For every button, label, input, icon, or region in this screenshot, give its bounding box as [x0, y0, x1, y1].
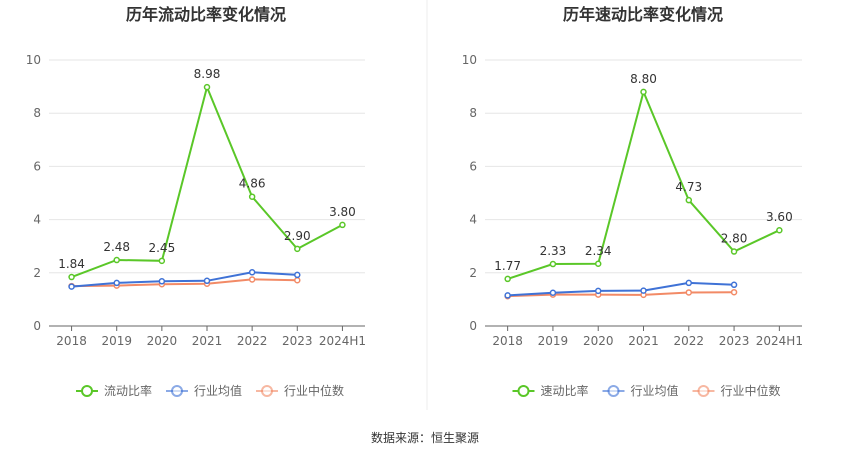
- data-point[interactable]: [685, 289, 693, 296]
- y-tick-label: 0: [469, 319, 477, 333]
- chart-title: 历年速动比率变化情况: [563, 5, 723, 24]
- y-tick-label: 10: [462, 53, 477, 67]
- legend-marker: [171, 385, 183, 397]
- y-tick-label: 6: [33, 159, 41, 173]
- x-tick-label: 2023: [282, 334, 313, 348]
- data-point[interactable]: [248, 193, 256, 200]
- legend-marker: [607, 385, 620, 397]
- y-tick-label: 2: [33, 266, 41, 280]
- data-point[interactable]: [203, 277, 211, 285]
- data-point[interactable]: [294, 271, 301, 279]
- x-tick-label: 2020: [147, 334, 178, 348]
- y-tick-label: 10: [26, 53, 41, 67]
- data-label: 3.60: [766, 210, 793, 224]
- y-tick-label: 8: [469, 106, 477, 120]
- data-point[interactable]: [640, 88, 647, 96]
- legend-item[interactable]: 行业中位数: [692, 383, 781, 398]
- x-tick-label: 2023: [719, 334, 750, 348]
- legend-item[interactable]: 流动比率: [76, 383, 152, 398]
- x-tick-label: 2019: [538, 334, 569, 348]
- data-point[interactable]: [294, 276, 301, 284]
- x-tick-label: 2021: [628, 334, 659, 348]
- data-label: 2.34: [585, 244, 612, 258]
- data-point[interactable]: [685, 279, 693, 287]
- data-point[interactable]: [730, 248, 738, 255]
- legend-item[interactable]: 行业均值: [602, 383, 679, 398]
- data-point[interactable]: [640, 287, 647, 294]
- legend-marker: [517, 385, 530, 397]
- x-tick-label: 2021: [192, 334, 223, 348]
- chart-title: 历年流动比率变化情况: [126, 5, 286, 24]
- legend-item[interactable]: 速动比率: [512, 383, 589, 398]
- y-tick-label: 6: [469, 159, 477, 173]
- legend-marker: [261, 385, 273, 397]
- data-point[interactable]: [730, 281, 738, 289]
- legend-label: 速动比率: [541, 383, 589, 398]
- data-label: 1.84: [58, 257, 85, 271]
- data-point[interactable]: [549, 260, 557, 268]
- data-point[interactable]: [113, 279, 120, 287]
- y-tick-label: 8: [33, 106, 41, 120]
- data-point[interactable]: [594, 260, 602, 268]
- legend-label: 行业均值: [631, 383, 679, 398]
- data-point[interactable]: [248, 269, 256, 276]
- series-line: [71, 271, 298, 288]
- legend-label: 行业中位数: [284, 383, 344, 398]
- y-tick-label: 4: [469, 213, 477, 227]
- data-point[interactable]: [504, 275, 511, 283]
- y-tick-label: 2: [469, 266, 477, 280]
- data-label: 4.86: [239, 177, 266, 191]
- data-point[interactable]: [549, 289, 557, 296]
- data-label: 2.90: [284, 229, 311, 243]
- data-label: 8.98: [194, 67, 221, 81]
- data-point[interactable]: [776, 226, 783, 234]
- legend-label: 流动比率: [104, 383, 152, 398]
- legend-label: 行业均值: [194, 383, 242, 398]
- data-label: 1.77: [494, 259, 521, 273]
- x-tick-label: 2022: [674, 334, 705, 348]
- data-point[interactable]: [158, 278, 166, 285]
- legend-label: 行业中位数: [721, 383, 781, 398]
- x-tick-label: 2019: [101, 334, 132, 348]
- data-point[interactable]: [730, 288, 738, 296]
- data-source-label: 数据来源：恒生聚源: [371, 430, 479, 445]
- x-tick-label: 2024H1: [319, 334, 366, 348]
- x-tick-label: 2022: [237, 334, 268, 348]
- x-tick-label: 2018: [492, 334, 523, 348]
- x-tick-label: 2018: [56, 334, 87, 348]
- data-point[interactable]: [248, 276, 256, 283]
- chart-1: 历年流动比率变化情况 0 2 4 6 8 10 2018 2019 2020 2021 2022 202…: [26, 5, 366, 398]
- data-point[interactable]: [68, 283, 75, 290]
- data-label: 2.48: [103, 240, 130, 254]
- series-line: [71, 278, 298, 288]
- data-label: 2.80: [721, 232, 748, 246]
- data-point[interactable]: [504, 292, 511, 299]
- legend-marker: [697, 385, 710, 397]
- data-point[interactable]: [203, 83, 211, 91]
- data-label: 4.73: [675, 180, 702, 194]
- legend-item[interactable]: 行业均值: [166, 383, 242, 398]
- data-point[interactable]: [68, 273, 75, 281]
- data-point[interactable]: [339, 221, 346, 229]
- data-label: 8.80: [630, 72, 657, 86]
- x-tick-label: 2024H1: [756, 334, 803, 348]
- series-line: [507, 281, 735, 297]
- legend-item[interactable]: 行业中位数: [256, 383, 344, 398]
- data-point[interactable]: [113, 256, 120, 264]
- data-label: 2.45: [148, 241, 175, 255]
- data-point[interactable]: [685, 196, 693, 204]
- data-point[interactable]: [594, 287, 602, 295]
- data-label: 3.80: [329, 205, 356, 219]
- y-tick-label: 4: [33, 213, 41, 227]
- legend-marker: [81, 385, 93, 397]
- data-point[interactable]: [158, 257, 166, 265]
- series-line: [507, 291, 735, 298]
- data-label: 2.33: [540, 244, 567, 258]
- x-tick-label: 2020: [583, 334, 614, 348]
- y-tick-label: 0: [33, 319, 41, 333]
- chart-2: 历年速动比率变化情况 0 2 4 6 8 10 2018 2019 2020 2021 2022 202…: [462, 5, 803, 398]
- data-point[interactable]: [294, 245, 301, 253]
